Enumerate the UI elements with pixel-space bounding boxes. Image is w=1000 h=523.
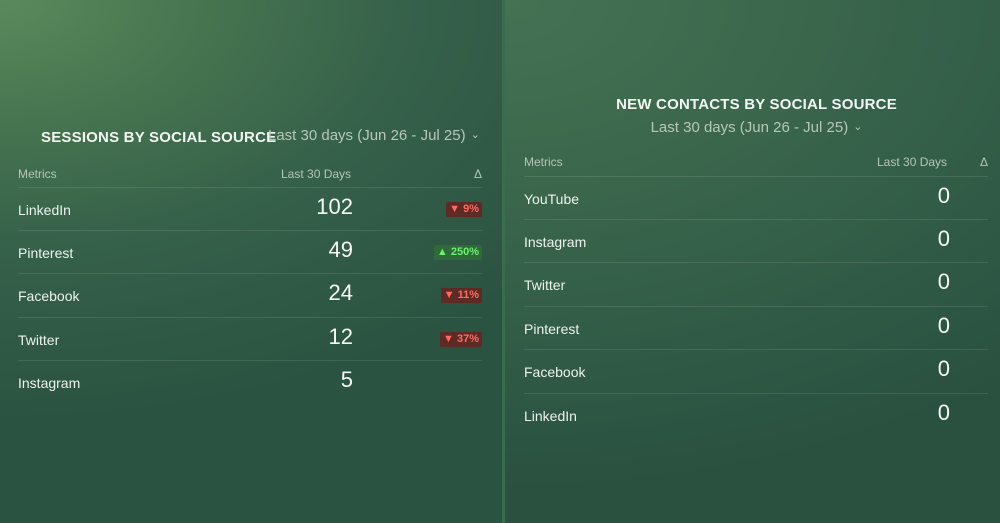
table-row: Pinterest 49 ▲ 250% — [18, 230, 482, 274]
sessions-widget: SESSIONS BY SOCIAL SOURCE Last 30 days (… — [0, 0, 502, 523]
panel-divider — [502, 0, 505, 523]
row-label: Pinterest — [18, 245, 74, 261]
row-label: Instagram — [18, 375, 81, 391]
date-range-label: Last 30 days (Jun 26 - Jul 25) — [268, 127, 466, 144]
row-label: YouTube — [524, 191, 580, 207]
table-row: LinkedIn 102 ▼ 9% — [18, 187, 482, 231]
table-row: Instagram 0 — [524, 219, 988, 263]
table-row: Pinterest 0 — [524, 306, 988, 350]
row-value: 5 — [340, 367, 353, 392]
date-range-label: Last 30 days (Jun 26 - Jul 25) — [650, 119, 849, 136]
row-value: 12 — [328, 324, 353, 349]
delta-header: Δ — [474, 167, 483, 181]
metrics-header: Metrics — [524, 155, 563, 169]
row-value: 0 — [937, 356, 950, 381]
table-row: LinkedIn 0 — [524, 393, 988, 437]
row-label: Pinterest — [524, 321, 580, 337]
period-header: Last 30 Days — [877, 155, 948, 169]
table-row: Facebook 24 ▼ 11% — [18, 273, 482, 317]
table-row: Twitter 12 ▼ 37% — [18, 317, 482, 361]
row-label: Facebook — [524, 364, 586, 380]
widget-title: SESSIONS BY SOCIAL SOURCE — [41, 129, 277, 146]
row-value: 0 — [937, 226, 950, 251]
row-label: Facebook — [18, 288, 80, 304]
table-row: Facebook 0 — [524, 349, 988, 393]
date-range-selector[interactable]: Last 30 days (Jun 26 - Jul 25) ⌄ — [505, 119, 1000, 136]
table-row: YouTube 0 — [524, 176, 988, 220]
row-value: 24 — [328, 280, 353, 305]
contacts-widget: NEW CONTACTS BY SOCIAL SOURCE Last 30 da… — [505, 0, 1000, 523]
chevron-down-icon: ⌄ — [853, 121, 863, 133]
date-range-selector[interactable]: Last 30 days (Jun 26 - Jul 25) ⌄ — [268, 127, 480, 144]
row-value: 0 — [937, 400, 950, 425]
delta-header: Δ — [980, 155, 989, 169]
delta-badge: ▼ 11% — [440, 288, 482, 303]
delta-badge: ▼ 9% — [446, 202, 482, 217]
row-label: Instagram — [524, 234, 587, 250]
row-label: LinkedIn — [524, 408, 577, 424]
row-value: 0 — [937, 313, 950, 338]
row-value: 102 — [316, 194, 353, 219]
row-value: 0 — [937, 183, 950, 208]
row-label: LinkedIn — [18, 202, 71, 218]
delta-badge: ▲ 250% — [433, 245, 482, 260]
period-header: Last 30 Days — [281, 167, 352, 181]
row-label: Twitter — [524, 277, 566, 293]
row-label: Twitter — [18, 332, 60, 348]
metrics-header: Metrics — [18, 167, 57, 181]
row-value: 0 — [937, 269, 950, 294]
chevron-down-icon: ⌄ — [470, 129, 480, 141]
row-value: 49 — [328, 237, 353, 262]
delta-badge: ▼ 37% — [440, 332, 482, 347]
table-row: Instagram 5 — [18, 360, 482, 404]
table-row: Twitter 0 — [524, 262, 988, 306]
widget-title: NEW CONTACTS BY SOCIAL SOURCE — [616, 96, 897, 113]
